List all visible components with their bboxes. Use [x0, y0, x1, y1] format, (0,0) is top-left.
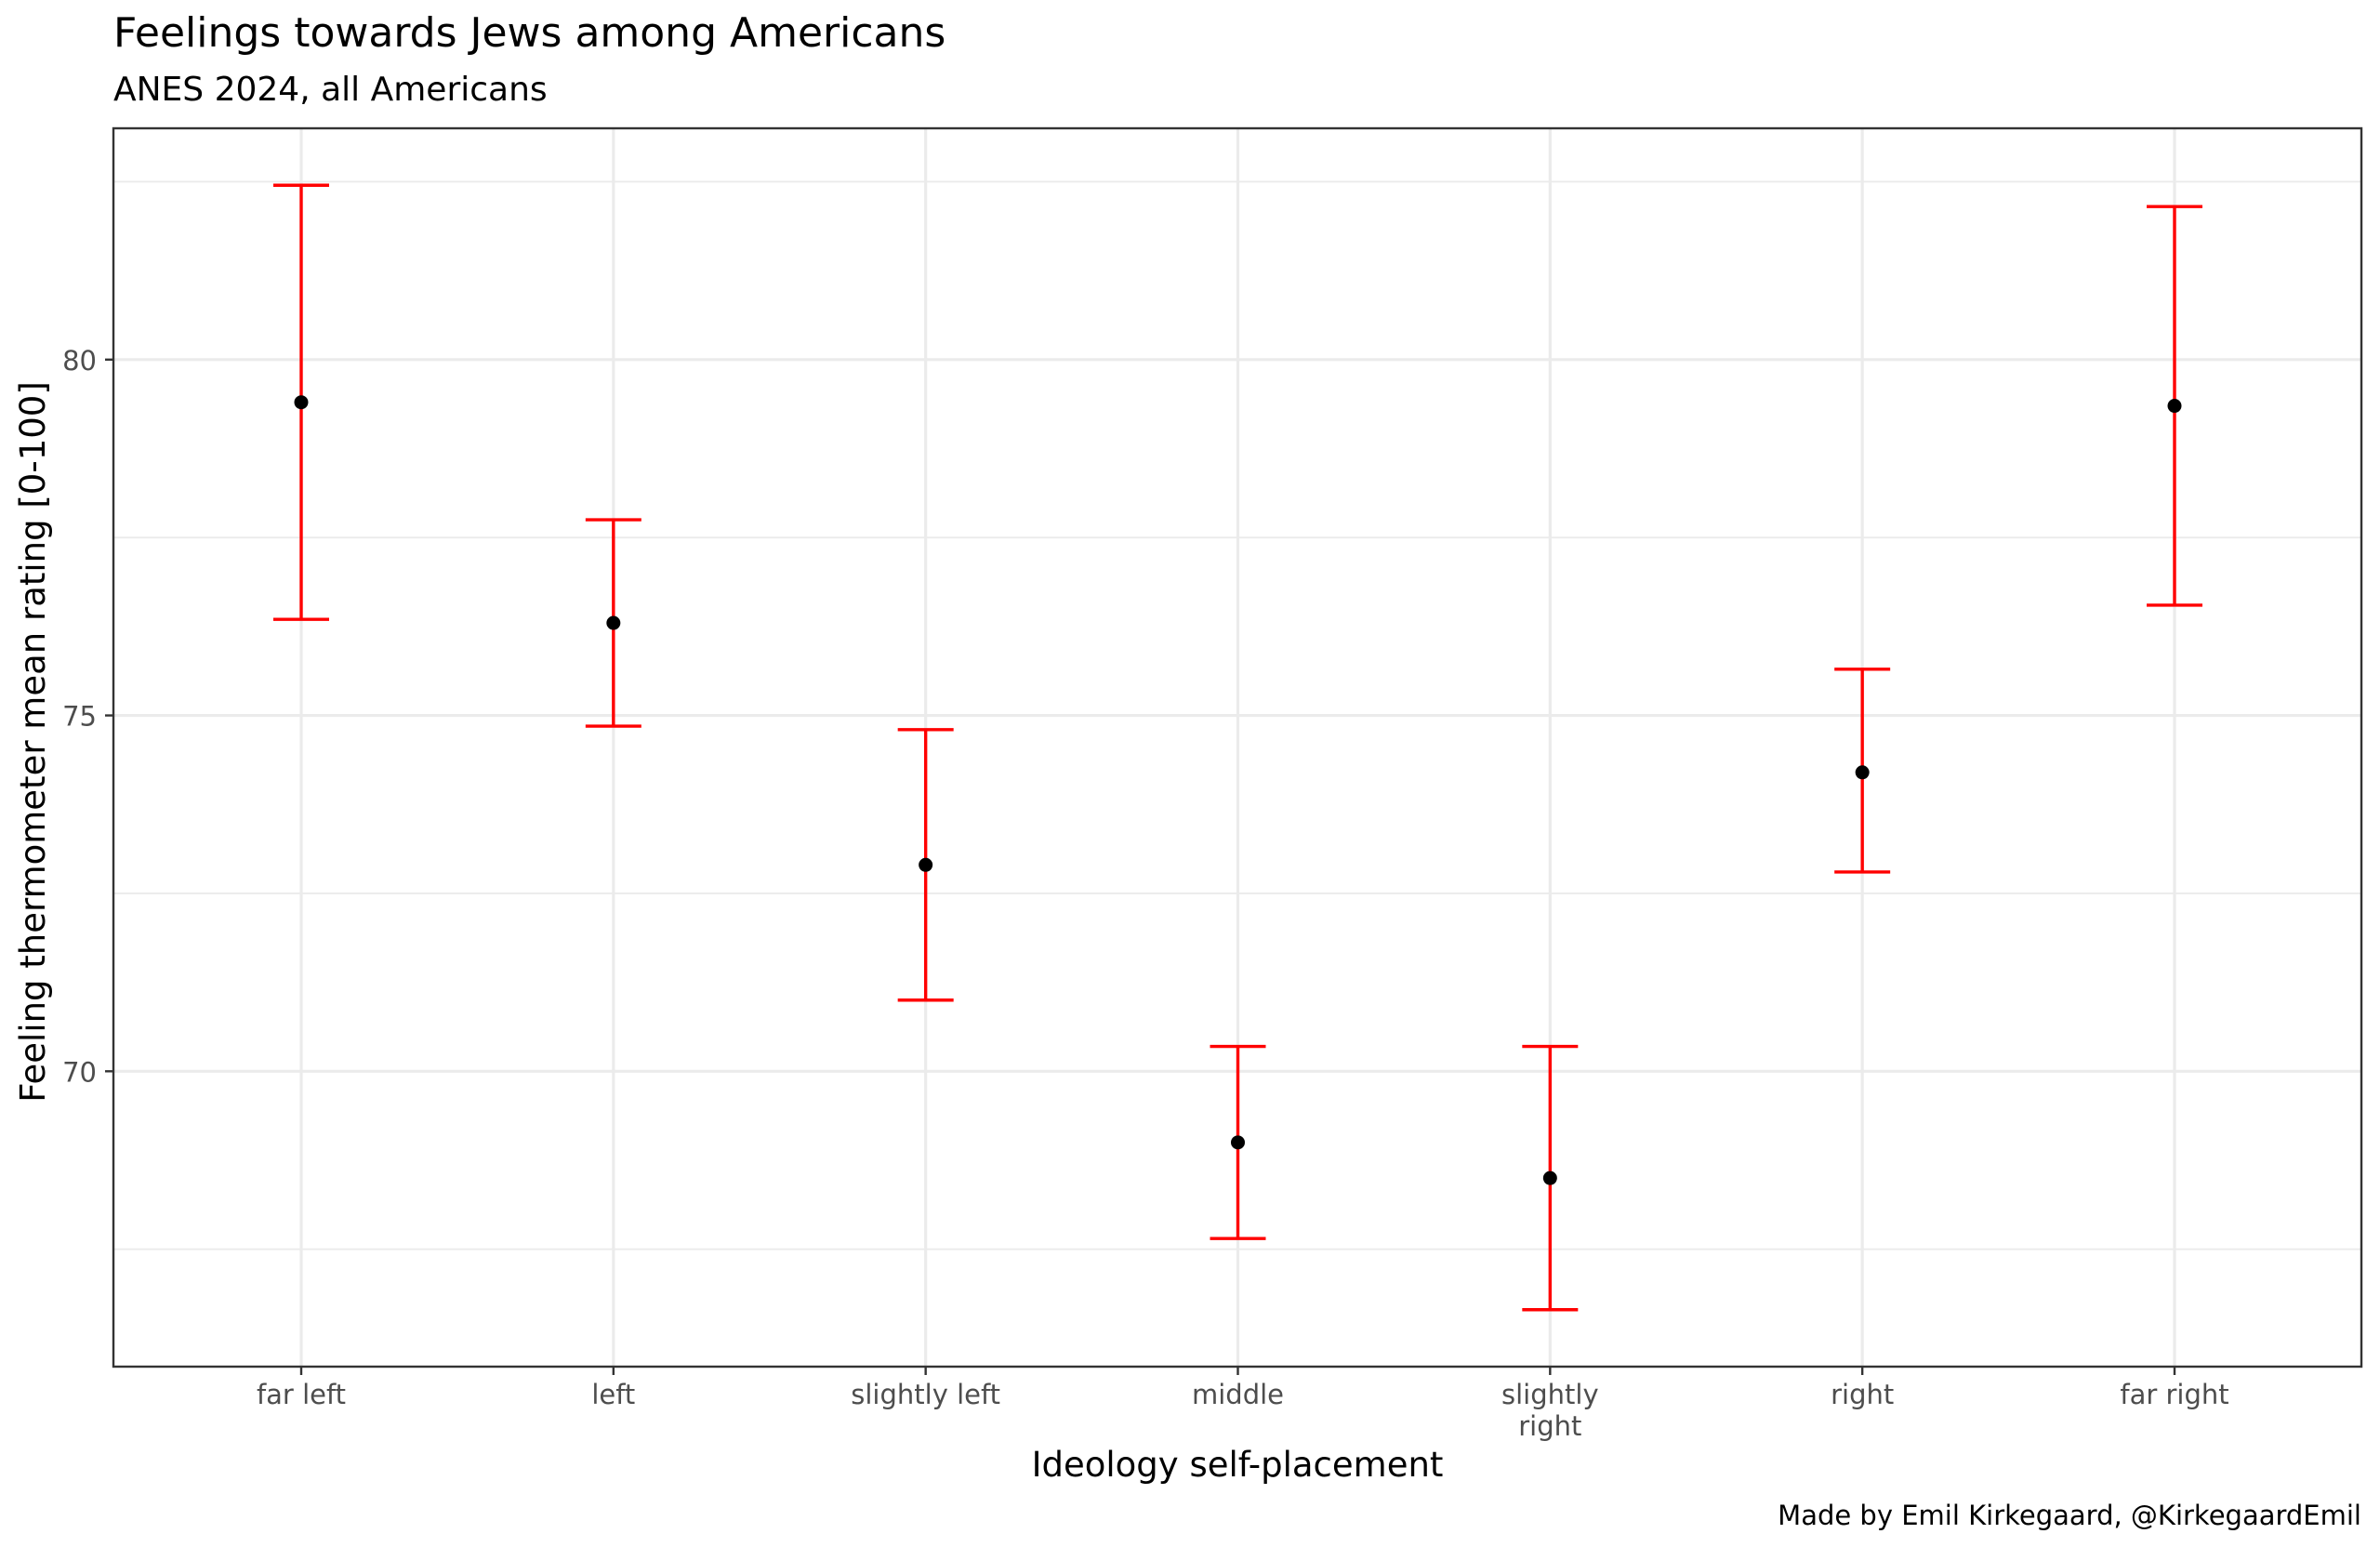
x-axis-title: Ideology self-placement: [1032, 1445, 1444, 1485]
x-tick-label: left: [591, 1379, 635, 1410]
y-axis-title: Feeling thermometer mean rating [0-100]: [13, 381, 53, 1103]
data-point: [294, 395, 309, 410]
x-tick-label: slightly left: [851, 1379, 1000, 1410]
x-tick-label: middle: [1192, 1379, 1284, 1410]
x-tick-label: slightly: [1501, 1379, 1599, 1410]
data-point: [1855, 765, 1870, 780]
chart-caption: Made by Emil Kirkegaard, @KirkegaardEmil: [1778, 1500, 2361, 1531]
chart-title: Feelings towards Jews among Americans: [113, 9, 945, 57]
plot-panel: [112, 126, 2363, 1368]
data-point: [1231, 1135, 1245, 1150]
y-axis: 70 75 80: [62, 345, 113, 1088]
y-tick-label: 80: [62, 345, 97, 377]
data-point: [2167, 399, 2182, 414]
x-tick-label: right: [1518, 1410, 1581, 1442]
x-tick-label: far right: [2120, 1379, 2228, 1410]
x-tick-label: far left: [257, 1379, 346, 1410]
x-tick-label: right: [1831, 1379, 1894, 1410]
x-axis: far left left slightly left middle slightlyr…: [257, 1367, 2229, 1442]
y-tick-label: 70: [62, 1056, 97, 1088]
data-point: [606, 615, 621, 630]
data-points: [294, 395, 2182, 1185]
data-point: [919, 857, 933, 872]
data-point: [1542, 1170, 1557, 1185]
y-tick-label: 75: [62, 701, 97, 733]
chart-subtitle: ANES 2024, all Americans: [113, 71, 548, 109]
